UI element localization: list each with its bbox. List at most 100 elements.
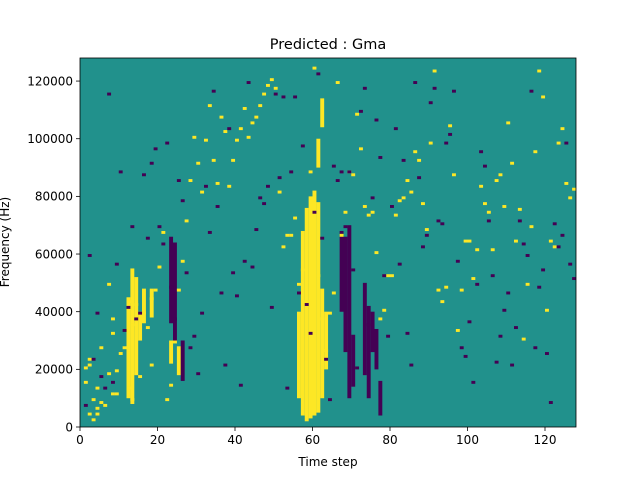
heatmap-cell-low	[235, 294, 239, 298]
heatmap-cell-high	[452, 173, 456, 177]
heatmap-cell-high	[366, 213, 371, 217]
heatmap-cell-high	[91, 418, 96, 422]
heatmap-cell-low	[347, 170, 352, 174]
heatmap-cell-high	[196, 161, 201, 165]
heatmap-cell-low	[289, 170, 294, 174]
heatmap-cell-low	[196, 372, 201, 376]
heatmap-cell-high	[134, 303, 139, 306]
heatmap-cell-low	[207, 230, 212, 234]
heatmap-cell-high	[370, 210, 375, 214]
heatmap-cell-high	[211, 158, 216, 162]
heatmap-cell-low	[448, 132, 453, 136]
heatmap-cell-high	[548, 239, 553, 243]
heatmap-cell-high	[122, 346, 127, 350]
heatmap-cell-high	[479, 184, 484, 188]
heatmap-cell-low	[87, 254, 92, 257]
heatmap-cell-high	[192, 135, 197, 139]
heatmap-cell-high	[537, 69, 542, 73]
heatmap-cell-low	[533, 346, 538, 350]
heatmap-band-low	[339, 230, 344, 312]
heatmap-cell-high	[200, 190, 205, 194]
heatmap-cell-low	[266, 184, 270, 188]
heatmap-cell-low	[401, 158, 406, 162]
heatmap-cell-low	[114, 262, 119, 266]
heatmap-cell-high	[297, 282, 301, 286]
heatmap-cell-low	[331, 164, 336, 168]
heatmap-cell-low	[436, 219, 441, 223]
heatmap-band-low	[169, 236, 174, 324]
heatmap-band-high	[130, 268, 135, 404]
heatmap-cell-low	[355, 366, 360, 370]
heatmap-cell-high	[176, 288, 181, 292]
heatmap-cell-low	[231, 271, 236, 275]
heatmap-band-high	[142, 288, 146, 324]
heatmap-cell-high	[184, 219, 189, 223]
heatmap-cell-low	[169, 285, 174, 289]
heatmap-cell-high	[459, 288, 464, 292]
heatmap-cell-low	[258, 196, 263, 200]
heatmap-cell-low	[95, 311, 100, 315]
heatmap-background	[80, 58, 576, 427]
heatmap-cell-low	[188, 346, 193, 350]
heatmap-cell-low	[421, 245, 425, 249]
heatmap-cell-low	[300, 144, 305, 148]
heatmap-cell-high	[161, 230, 166, 234]
y-tick-label: 100000	[27, 132, 73, 146]
heatmap-cell-high	[126, 386, 131, 390]
heatmap-cell-low	[297, 291, 301, 295]
heatmap-cell-high	[118, 352, 123, 355]
heatmap-cell-high	[448, 124, 453, 128]
heatmap-cell-low	[324, 357, 329, 361]
x-tick-label: 0	[76, 433, 84, 447]
heatmap-cell-high	[95, 412, 100, 416]
heatmap-cell-high	[99, 346, 104, 350]
heatmap-band-low	[362, 282, 367, 376]
heatmap-cell-high	[560, 127, 565, 131]
heatmap-cell-low	[308, 331, 313, 335]
heatmap-cell-high	[293, 216, 298, 220]
heatmap-cell-high	[304, 300, 309, 304]
heatmap-cell-high	[246, 135, 251, 139]
heatmap-cell-high	[324, 349, 329, 353]
heatmap-cell-low	[564, 141, 569, 145]
heatmap-cell-low	[521, 242, 526, 246]
heatmap-cell-high	[103, 403, 108, 407]
heatmap-cell-high	[266, 83, 270, 87]
heatmap-cell-low	[494, 360, 499, 364]
y-axis: 0 20000 40000 60000 80000 100000 120000	[27, 74, 80, 434]
heatmap-cell-high	[285, 233, 290, 237]
heatmap-cell-high	[215, 181, 220, 185]
chart-title: Predicted : Gma	[270, 37, 386, 53]
heatmap-cell-high	[269, 78, 274, 82]
heatmap-cell-low	[343, 225, 348, 229]
heatmap-cell-high	[339, 233, 344, 237]
heatmap-cell-low	[211, 89, 216, 93]
heatmap-cell-low	[335, 179, 340, 183]
heatmap-band-low	[374, 328, 379, 370]
heatmap-cell-low	[242, 259, 247, 263]
heatmap-band-high	[316, 138, 321, 168]
heatmap-cell-low	[227, 127, 232, 131]
heatmap-cell-low	[219, 291, 224, 295]
heatmap-cell-high	[552, 245, 557, 249]
heatmap-cell-high	[517, 207, 522, 211]
heatmap-cell-high	[223, 130, 228, 133]
y-axis-label: Frequency (Hz)	[0, 197, 12, 288]
heatmap-cell-low	[246, 81, 251, 84]
x-axis: 0 20 40 60 80 100 120	[76, 427, 556, 447]
x-tick-label: 80	[382, 433, 397, 447]
heatmap-cell-high	[138, 375, 143, 379]
heatmap-cell-high	[355, 112, 360, 116]
heatmap-cell-low	[122, 328, 127, 332]
heatmap-cell-high	[204, 138, 208, 142]
heatmap-cell-high	[235, 138, 239, 142]
heatmap-cell-high	[455, 328, 460, 332]
heatmap-cell-low	[560, 233, 565, 237]
heatmap-cell-high	[300, 268, 305, 272]
heatmap-cell-high	[231, 158, 236, 162]
heatmap-cell-high	[335, 81, 340, 84]
heatmap-cell-high	[440, 300, 445, 304]
x-tick-label: 120	[534, 433, 557, 447]
